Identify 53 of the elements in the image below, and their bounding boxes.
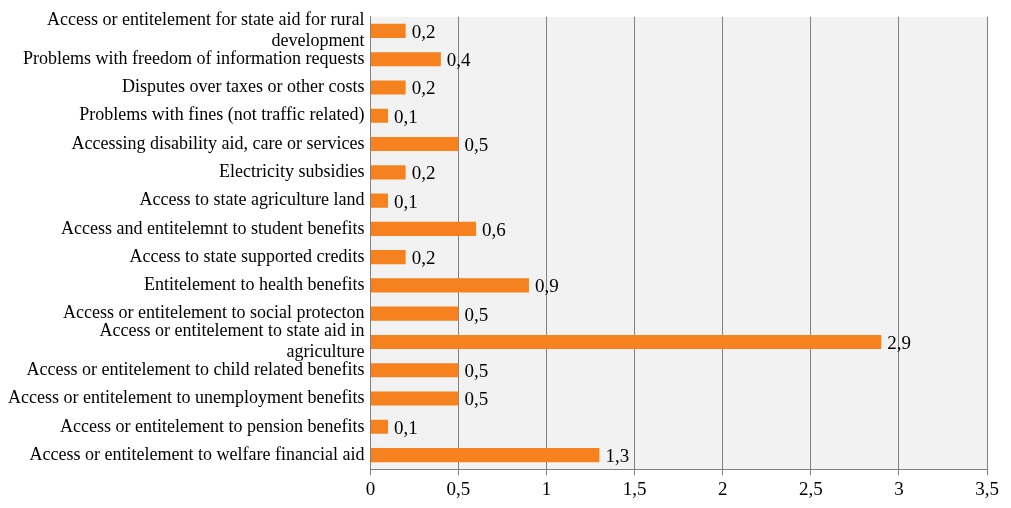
y-tick-label: Access or entitelement to welfare financial aid <box>29 443 365 464</box>
data-label: 0,5 <box>464 134 489 156</box>
data-label: 1,3 <box>605 445 630 467</box>
y-tick-label: Disputes over taxes or other costs <box>121 76 365 97</box>
bar <box>370 80 406 95</box>
data-label: 0,1 <box>394 416 418 438</box>
y-tick-label: Problems with fines (not traffic related) <box>79 104 365 126</box>
data-label: 0,5 <box>464 303 489 325</box>
y-tick-label: Accessing disability aid, care or services <box>71 132 365 153</box>
bar <box>370 278 529 293</box>
y-tick-label: Access or entitelement for state aid for rural development <box>47 8 365 51</box>
bar <box>370 363 459 378</box>
x-tick-label: 0,5 <box>446 477 471 499</box>
bar <box>370 391 459 406</box>
y-tick-label: Access or entitelement to unemployment benefits <box>7 387 365 408</box>
data-label: 0,6 <box>482 218 506 240</box>
data-label: 0,2 <box>411 77 436 99</box>
data-label: 2,9 <box>887 331 912 353</box>
bar <box>370 23 406 39</box>
data-label: 0,5 <box>464 360 489 382</box>
y-tick-label: Access to state supported credits <box>129 245 365 266</box>
bar <box>370 250 406 265</box>
bar <box>370 447 600 463</box>
x-tick-label: 3,5 <box>975 477 999 499</box>
bar <box>370 306 459 321</box>
y-tick-label: Access to state agriculture land <box>139 189 365 210</box>
x-tick-label: 0 <box>365 477 376 499</box>
data-label: 0,1 <box>394 190 418 212</box>
bar <box>370 136 459 152</box>
y-tick-label: Access and entitelemnt to student benefits <box>60 217 365 238</box>
y-tick-label: Electricity subsidies <box>218 161 365 182</box>
x-tick-label: 2 <box>717 477 728 499</box>
data-label: 0,5 <box>464 388 489 410</box>
bar <box>370 334 882 350</box>
x-tick-label: 1,5 <box>622 477 647 499</box>
y-tick-label: Entitelement to health benefits <box>143 274 365 295</box>
data-label: 0,2 <box>411 20 436 42</box>
bar <box>370 193 389 208</box>
x-tick-label: 1 <box>541 477 552 499</box>
data-label: 0,4 <box>446 49 472 71</box>
data-label: 0,9 <box>534 275 559 297</box>
x-tick-label: 3 <box>894 477 904 499</box>
x-tick-label: 2,5 <box>798 477 823 499</box>
y-tick-label: Access or entitelement to pension benefits <box>59 415 365 436</box>
bar <box>370 419 389 434</box>
data-label: 0,1 <box>394 105 418 127</box>
bar <box>370 108 389 123</box>
bar <box>370 52 441 67</box>
data-label: 0,2 <box>411 247 436 269</box>
bar <box>370 221 477 236</box>
data-label: 0,2 <box>411 162 436 184</box>
bar <box>370 165 406 180</box>
y-tick-label: Access or entitelement to social protecton <box>62 302 365 323</box>
